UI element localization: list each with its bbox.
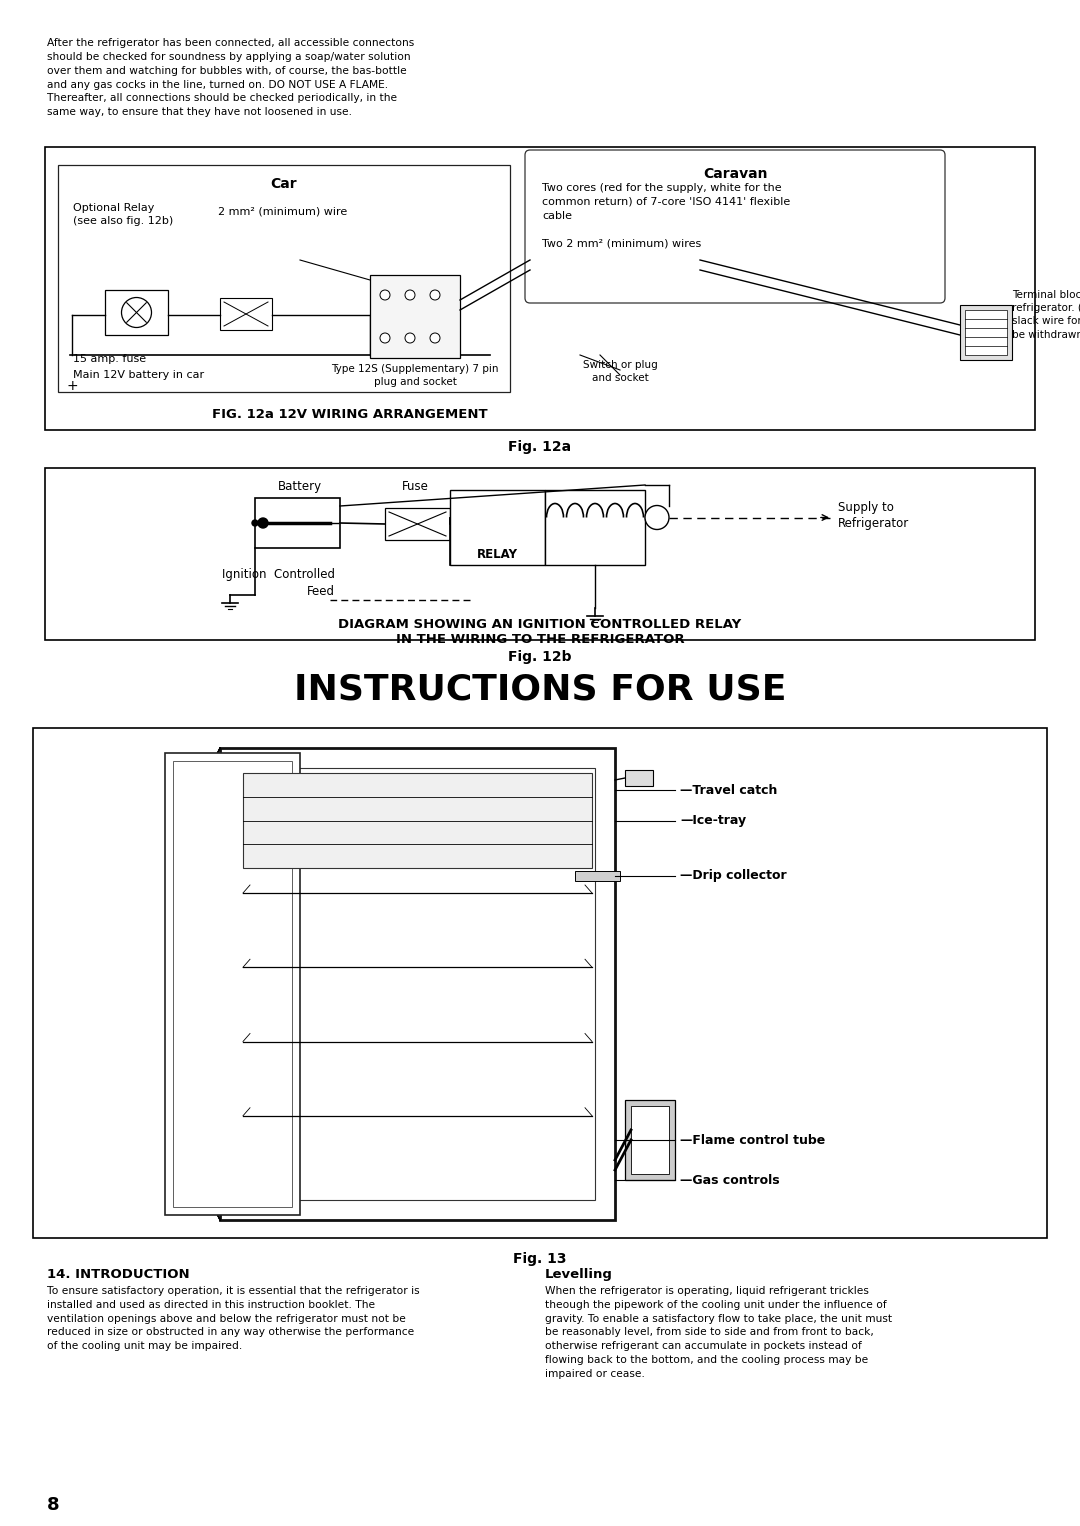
Text: Main 12V battery in car: Main 12V battery in car bbox=[73, 369, 204, 380]
Text: INSTRUCTIONS FOR USE: INSTRUCTIONS FOR USE bbox=[294, 671, 786, 707]
Text: Optional Relay
(see also fig. 12b): Optional Relay (see also fig. 12b) bbox=[73, 203, 173, 226]
Text: Fig. 13: Fig. 13 bbox=[513, 1251, 567, 1267]
Text: 15 amp. fuse: 15 amp. fuse bbox=[73, 354, 146, 365]
Text: FIG. 12a 12V WIRING ARRANGEMENT: FIG. 12a 12V WIRING ARRANGEMENT bbox=[212, 407, 488, 421]
Text: Car: Car bbox=[271, 177, 297, 191]
FancyBboxPatch shape bbox=[525, 150, 945, 304]
Text: Ignition  Controlled
Feed: Ignition Controlled Feed bbox=[222, 568, 335, 598]
Text: —Ice-tray: —Ice-tray bbox=[680, 813, 746, 827]
Text: Supply to
Refrigerator: Supply to Refrigerator bbox=[838, 501, 909, 531]
Text: Fig. 12b: Fig. 12b bbox=[509, 650, 571, 664]
Text: +: + bbox=[66, 378, 78, 394]
Circle shape bbox=[645, 505, 669, 530]
Circle shape bbox=[121, 298, 151, 328]
Text: 8: 8 bbox=[48, 1495, 59, 1514]
Bar bbox=[370, 275, 460, 359]
Bar bbox=[58, 165, 510, 392]
Text: —Gas controls: —Gas controls bbox=[680, 1173, 780, 1187]
Bar bbox=[45, 146, 1035, 430]
Bar bbox=[45, 468, 1035, 639]
Text: DIAGRAM SHOWING AN IGNITION CONTROLLED RELAY: DIAGRAM SHOWING AN IGNITION CONTROLLED R… bbox=[338, 618, 742, 630]
Circle shape bbox=[430, 290, 440, 301]
Bar bbox=[255, 497, 340, 548]
Text: —Flame control tube: —Flame control tube bbox=[680, 1134, 825, 1146]
Bar bbox=[220, 748, 615, 1219]
Text: Two cores (red for the supply, white for the
common return) of 7-core 'ISO 4141': Two cores (red for the supply, white for… bbox=[542, 183, 791, 249]
Circle shape bbox=[258, 517, 268, 528]
Text: 14. INTRODUCTION: 14. INTRODUCTION bbox=[48, 1268, 190, 1280]
Text: —Drip collector: —Drip collector bbox=[680, 870, 786, 882]
Text: Switch or plug
and socket: Switch or plug and socket bbox=[582, 360, 658, 383]
Bar bbox=[966, 310, 1007, 356]
Bar bbox=[450, 490, 545, 565]
Text: Terminal block on back of
refrigerator. (Leave sufficient
slack wire for refrige: Terminal block on back of refrigerator. … bbox=[1012, 290, 1080, 340]
Bar bbox=[105, 290, 168, 336]
Text: Battery: Battery bbox=[278, 481, 322, 493]
Bar bbox=[625, 1100, 675, 1180]
Text: After the refrigerator has been connected, all accessible connectons
should be c: After the refrigerator has been connecte… bbox=[48, 38, 415, 118]
Bar bbox=[575, 871, 620, 881]
Circle shape bbox=[430, 333, 440, 343]
Bar bbox=[165, 752, 300, 1215]
Bar bbox=[545, 490, 645, 565]
Circle shape bbox=[252, 520, 258, 526]
Bar bbox=[960, 305, 1012, 360]
Text: Caravan: Caravan bbox=[703, 166, 767, 182]
Text: RELAY: RELAY bbox=[477, 548, 518, 562]
Text: IN THE WIRING TO THE REFRIGERATOR: IN THE WIRING TO THE REFRIGERATOR bbox=[395, 633, 685, 645]
Circle shape bbox=[405, 333, 415, 343]
Text: —Travel catch: —Travel catch bbox=[680, 783, 778, 797]
Bar bbox=[625, 771, 653, 786]
Bar bbox=[240, 768, 595, 1199]
Text: Fig. 12a: Fig. 12a bbox=[509, 439, 571, 455]
Text: Levelling: Levelling bbox=[545, 1268, 612, 1280]
Bar bbox=[243, 774, 592, 868]
Bar bbox=[173, 761, 292, 1207]
Text: When the refrigerator is operating, liquid refrigerant trickles
theough the pipe: When the refrigerator is operating, liqu… bbox=[545, 1286, 892, 1378]
Bar bbox=[384, 508, 450, 540]
Text: To ensure satisfactory operation, it is essential that the refrigerator is
insta: To ensure satisfactory operation, it is … bbox=[48, 1286, 420, 1351]
Text: Fuse: Fuse bbox=[402, 481, 429, 493]
Circle shape bbox=[405, 290, 415, 301]
Text: 2 mm² (minimum) wire: 2 mm² (minimum) wire bbox=[218, 208, 348, 217]
Bar bbox=[33, 728, 1047, 1238]
Bar bbox=[631, 1106, 669, 1173]
Text: Type 12S (Supplementary) 7 pin
plug and socket: Type 12S (Supplementary) 7 pin plug and … bbox=[332, 365, 499, 388]
Circle shape bbox=[380, 290, 390, 301]
Bar bbox=[220, 298, 272, 330]
Circle shape bbox=[380, 333, 390, 343]
